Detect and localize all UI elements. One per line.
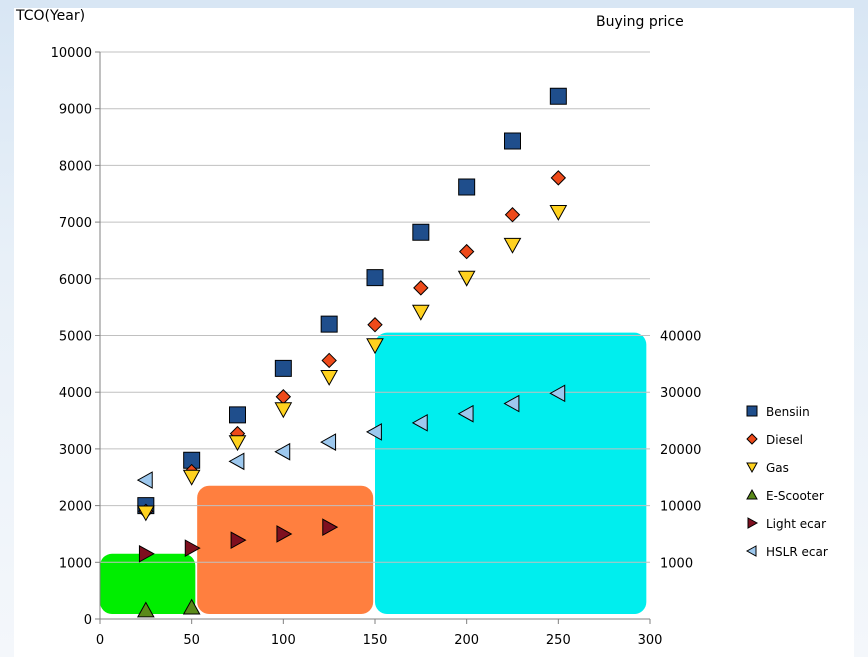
x-tick-label-50: 50 [183, 633, 200, 648]
point-hslr-ecar-125 [321, 434, 335, 450]
secondary-tick-30000: 30000 [660, 386, 701, 401]
point-hslr-ecar-25 [138, 472, 152, 488]
y-tick-label-9000: 9000 [59, 103, 92, 118]
point-hslr-ecar-100 [275, 444, 289, 460]
point-bensiin-225 [505, 133, 521, 149]
legend-marker-gas [747, 463, 757, 472]
y-axis-title: TCO(Year) [15, 8, 85, 24]
legend-marker-diesel [747, 434, 757, 444]
point-bensiin-100 [275, 360, 291, 376]
x-tick-label-300: 300 [638, 633, 663, 648]
x-tick-label-0: 0 [96, 633, 104, 648]
point-gas-50 [184, 470, 200, 484]
legend-marker-light-ecar [748, 518, 757, 528]
point-gas-100 [275, 403, 291, 417]
point-bensiin-250 [550, 88, 566, 104]
point-bensiin-175 [413, 224, 429, 240]
point-gas-250 [550, 205, 566, 219]
legend-marker-bensiin [747, 406, 757, 416]
y-tick-label-7000: 7000 [59, 216, 92, 231]
point-diesel-150 [368, 318, 382, 332]
legend-label-bensiin: Bensiin [766, 405, 810, 419]
point-bensiin-125 [321, 316, 337, 332]
point-bensiin-75 [230, 407, 246, 423]
x-tick-label-100: 100 [271, 633, 296, 648]
legend-label-gas: Gas [766, 461, 789, 475]
point-hslr-ecar-75 [230, 453, 244, 469]
secondary-tick-10000: 10000 [660, 500, 701, 515]
secondary-tick-1000: 1000 [660, 556, 693, 571]
point-bensiin-150 [367, 270, 383, 286]
legend-label-hslr-ecar: HSLR ecar [766, 545, 828, 559]
legend-label-diesel: Diesel [766, 433, 803, 447]
point-diesel-225 [506, 208, 520, 222]
y-tick-label-8000: 8000 [59, 159, 92, 174]
point-gas-175 [413, 305, 429, 319]
x-tick-label-250: 250 [546, 633, 571, 648]
point-diesel-175 [414, 281, 428, 295]
y-tick-label-2000: 2000 [59, 500, 92, 515]
point-gas-225 [505, 238, 521, 252]
y-tick-label-1000: 1000 [59, 556, 92, 571]
y-tick-label-3000: 3000 [59, 443, 92, 458]
legend-marker-hslr-ecar [747, 546, 756, 556]
price-band-10000 [197, 486, 373, 614]
x-tick-label-150: 150 [363, 633, 388, 648]
secondary-axis: 40000 30000 20000 10000 1000 [660, 330, 701, 572]
buying-price-bands [100, 333, 646, 614]
secondary-tick-40000: 40000 [660, 330, 701, 345]
point-diesel-125 [322, 353, 336, 367]
legend: Bensiin Diesel Gas E-Scooter Light ecar HSLR … [747, 405, 828, 559]
point-gas-125 [321, 370, 337, 384]
point-diesel-200 [460, 245, 474, 259]
point-gas-75 [230, 436, 246, 450]
point-diesel-250 [551, 171, 565, 185]
secondary-axis-title: Buying price [596, 14, 684, 30]
legend-marker-e-scooter [747, 490, 757, 499]
point-hslr-ecar-150 [367, 424, 381, 440]
legend-label-light-ecar: Light ecar [766, 517, 826, 531]
y-tick-label-5000: 5000 [59, 330, 92, 345]
y-tick-label-0: 0 [84, 613, 92, 628]
secondary-tick-20000: 20000 [660, 443, 701, 458]
price-band-20000 [375, 333, 646, 614]
y-tick-label-10000: 10000 [51, 46, 92, 61]
point-bensiin-200 [459, 179, 475, 195]
y-tick-label-4000: 4000 [59, 386, 92, 401]
y-tick-label-6000: 6000 [59, 273, 92, 288]
x-tick-label-200: 200 [454, 633, 479, 648]
legend-label-e-scooter: E-Scooter [766, 489, 824, 503]
